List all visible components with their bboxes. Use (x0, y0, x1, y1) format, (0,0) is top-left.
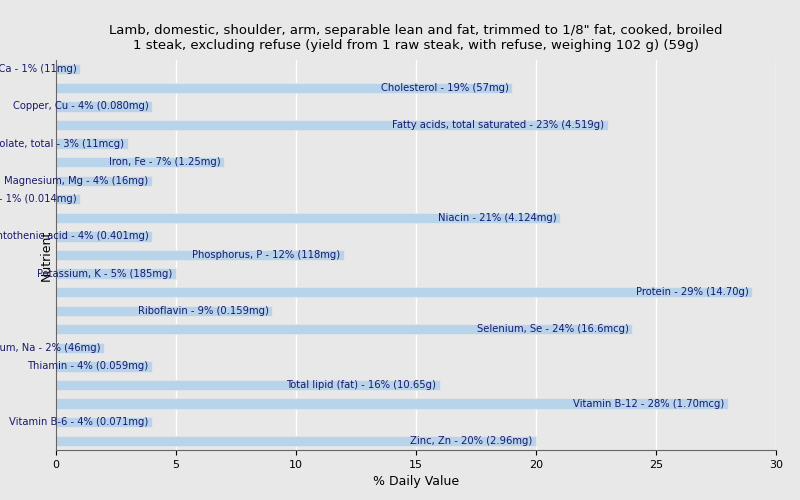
Bar (56, 194, 80, 204)
Text: Copper, Cu - 4% (0.080mg): Copper, Cu - 4% (0.080mg) (13, 102, 149, 112)
Bar (56, 157, 224, 168)
Text: Iron, Fe - 7% (1.25mg): Iron, Fe - 7% (1.25mg) (109, 157, 220, 167)
Title: Lamb, domestic, shoulder, arm, separable lean and fat, trimmed to 1/8" fat, cook: Lamb, domestic, shoulder, arm, separable… (110, 24, 722, 52)
Bar (56, 398, 728, 408)
Text: Thiamin - 4% (0.059mg): Thiamin - 4% (0.059mg) (27, 362, 149, 372)
Text: Manganese, Mn - 1% (0.014mg): Manganese, Mn - 1% (0.014mg) (0, 194, 77, 204)
Text: Calcium, Ca - 1% (11mg): Calcium, Ca - 1% (11mg) (0, 64, 77, 74)
Bar (56, 102, 152, 112)
Text: Vitamin B-6 - 4% (0.071mg): Vitamin B-6 - 4% (0.071mg) (9, 417, 149, 427)
Text: Total lipid (fat) - 16% (10.65g): Total lipid (fat) - 16% (10.65g) (286, 380, 437, 390)
Text: Protein - 29% (14.70g): Protein - 29% (14.70g) (636, 287, 749, 297)
Bar (56, 176, 152, 186)
Text: Selenium, Se - 24% (16.6mcg): Selenium, Se - 24% (16.6mcg) (477, 324, 629, 334)
Text: Sodium, Na - 2% (46mg): Sodium, Na - 2% (46mg) (0, 343, 101, 353)
Bar (56, 380, 440, 390)
Bar (56, 82, 512, 93)
Text: Cholesterol - 19% (57mg): Cholesterol - 19% (57mg) (381, 83, 509, 93)
Text: Riboflavin - 9% (0.159mg): Riboflavin - 9% (0.159mg) (138, 306, 268, 316)
Bar (56, 138, 128, 148)
Bar (56, 362, 152, 372)
Y-axis label: Nutrient: Nutrient (40, 230, 54, 280)
Bar (56, 324, 632, 334)
Bar (56, 213, 560, 223)
Text: Folate, total - 3% (11mcg): Folate, total - 3% (11mcg) (0, 138, 125, 148)
Bar (56, 268, 176, 278)
Bar (56, 250, 344, 260)
Bar (56, 287, 752, 297)
Text: Fatty acids, total saturated - 23% (4.519g): Fatty acids, total saturated - 23% (4.51… (393, 120, 605, 130)
Text: Zinc, Zn - 20% (2.96mg): Zinc, Zn - 20% (2.96mg) (410, 436, 533, 446)
Bar (56, 306, 272, 316)
Text: Vitamin B-12 - 28% (1.70mcg): Vitamin B-12 - 28% (1.70mcg) (573, 398, 725, 408)
Bar (56, 120, 608, 130)
Bar (56, 232, 152, 241)
Bar (56, 64, 80, 74)
X-axis label: % Daily Value: % Daily Value (373, 476, 459, 488)
Text: Potassium, K - 5% (185mg): Potassium, K - 5% (185mg) (37, 268, 173, 278)
Text: Niacin - 21% (4.124mg): Niacin - 21% (4.124mg) (438, 213, 557, 223)
Bar (56, 417, 152, 427)
Bar (56, 436, 536, 446)
Bar (56, 343, 104, 353)
Text: Phosphorus, P - 12% (118mg): Phosphorus, P - 12% (118mg) (192, 250, 341, 260)
Text: Magnesium, Mg - 4% (16mg): Magnesium, Mg - 4% (16mg) (4, 176, 149, 186)
Text: Pantothenic acid - 4% (0.401mg): Pantothenic acid - 4% (0.401mg) (0, 232, 149, 241)
